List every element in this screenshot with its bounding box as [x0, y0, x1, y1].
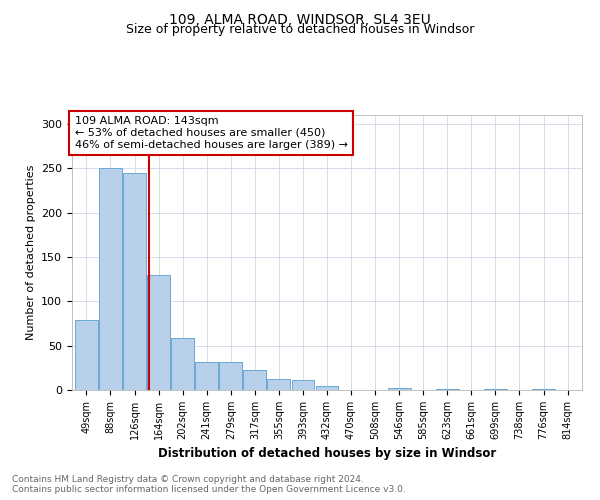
Text: Contains public sector information licensed under the Open Government Licence v3: Contains public sector information licen…	[12, 485, 406, 494]
Text: Contains HM Land Registry data © Crown copyright and database right 2024.: Contains HM Land Registry data © Crown c…	[12, 475, 364, 484]
Bar	[388, 388, 410, 390]
Text: 109, ALMA ROAD, WINDSOR, SL4 3EU: 109, ALMA ROAD, WINDSOR, SL4 3EU	[169, 12, 431, 26]
Bar	[292, 380, 314, 390]
Bar	[244, 370, 266, 390]
Text: 109 ALMA ROAD: 143sqm
← 53% of detached houses are smaller (450)
46% of semi-det: 109 ALMA ROAD: 143sqm ← 53% of detached …	[74, 116, 347, 150]
Bar	[195, 362, 218, 390]
Bar	[532, 389, 555, 390]
Bar	[268, 380, 290, 390]
Bar	[99, 168, 122, 390]
Bar	[75, 320, 98, 390]
Bar	[147, 274, 170, 390]
Y-axis label: Number of detached properties: Number of detached properties	[26, 165, 35, 340]
Bar	[123, 172, 146, 390]
Bar	[436, 389, 459, 390]
Bar	[220, 362, 242, 390]
Bar	[316, 386, 338, 390]
Bar	[484, 389, 507, 390]
X-axis label: Distribution of detached houses by size in Windsor: Distribution of detached houses by size …	[158, 448, 496, 460]
Bar	[171, 338, 194, 390]
Text: Size of property relative to detached houses in Windsor: Size of property relative to detached ho…	[126, 22, 474, 36]
